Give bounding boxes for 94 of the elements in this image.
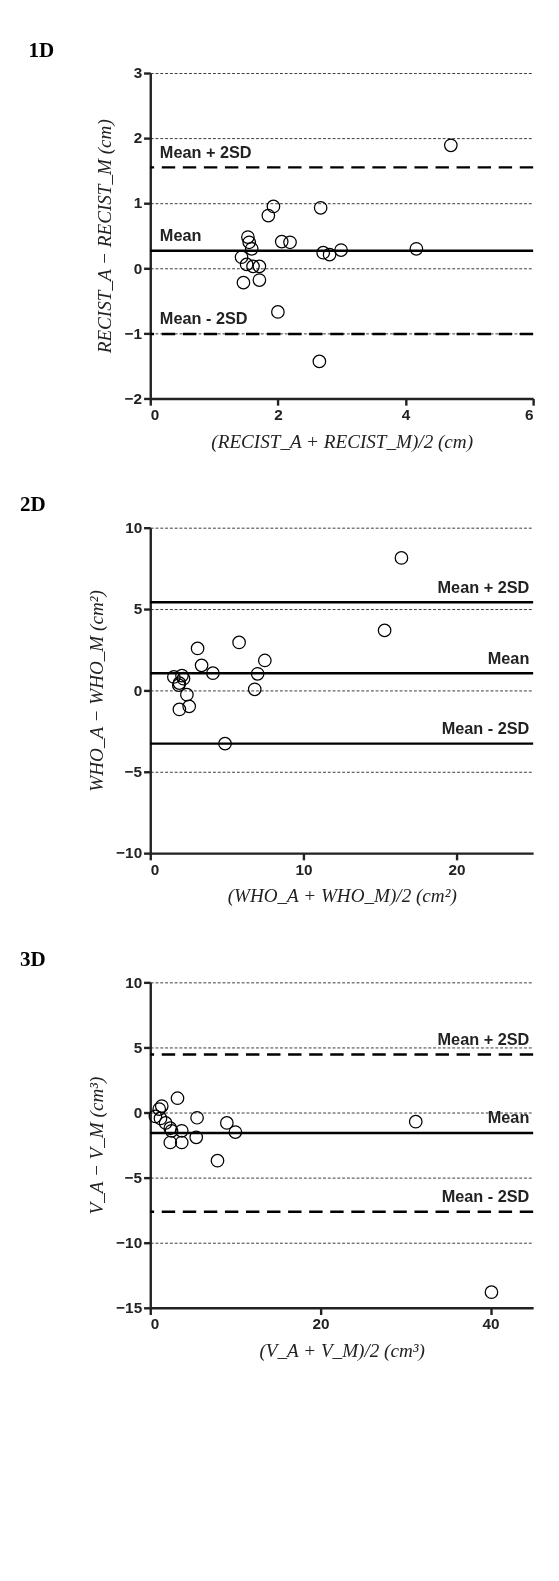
point — [443, 138, 458, 153]
x-tick-label: 4 — [401, 406, 411, 424]
point — [484, 1285, 499, 1300]
x-tick-label: 10 — [295, 860, 313, 878]
ref-line-label: Mean - 2SD — [441, 719, 530, 738]
point — [170, 1091, 185, 1106]
point — [234, 250, 249, 265]
point — [241, 230, 255, 244]
point — [174, 1123, 189, 1138]
point — [261, 208, 276, 223]
x-tick-label: 0 — [150, 406, 160, 424]
point — [283, 235, 297, 250]
y-tick-label: 0 — [133, 681, 143, 699]
x-axis-title: (RECIST_A + RECIST_M)/2 (cm) — [211, 430, 474, 453]
y-tick-label: 0 — [133, 259, 143, 277]
point — [182, 699, 197, 714]
point — [153, 1111, 168, 1126]
x-axis-title: (V_A + V_M)/2 (cm³) — [259, 1340, 425, 1363]
y-tick-label: 10 — [125, 973, 143, 991]
point — [409, 241, 424, 256]
point — [158, 1116, 173, 1130]
y-tick-label: −2 — [124, 389, 143, 407]
point — [257, 653, 272, 668]
point — [316, 245, 331, 260]
y-tick-label: 5 — [133, 600, 143, 618]
y-tick-label: 1 — [133, 194, 143, 212]
point — [252, 273, 267, 287]
chart-title: 1D — [28, 37, 55, 62]
point — [219, 1116, 234, 1130]
chart-title: 3D — [19, 947, 46, 972]
point — [190, 641, 205, 656]
y-tick-label: −10 — [116, 1233, 143, 1251]
point — [190, 1110, 204, 1125]
chart-title: 2D — [19, 492, 46, 517]
point — [189, 1130, 204, 1145]
point — [242, 235, 257, 250]
point — [232, 635, 246, 650]
point — [244, 241, 259, 256]
y-axis-title: WHO_A − WHO_M (cm²) — [85, 590, 108, 792]
point — [246, 259, 260, 274]
point — [266, 199, 281, 214]
ref-line-label: Mean + 2SD — [437, 1029, 530, 1048]
y-tick-label: −5 — [124, 1168, 143, 1186]
y-tick-label: −1 — [124, 324, 143, 342]
y-tick-label: −10 — [116, 844, 143, 862]
ref-line-label: Mean - 2SD — [441, 1187, 530, 1206]
point — [148, 1109, 163, 1124]
x-tick-label: 40 — [482, 1315, 500, 1333]
y-tick-label: 10 — [125, 518, 143, 536]
x-tick-label: 6 — [525, 406, 534, 424]
x-axis-title: (WHO_A + WHO_M)/2 (cm²) — [227, 885, 457, 908]
point — [239, 257, 254, 272]
point — [247, 682, 262, 697]
point — [250, 666, 265, 681]
y-tick-label: 3 — [133, 64, 143, 82]
y-tick-label: 2 — [133, 129, 143, 147]
point — [312, 354, 327, 369]
x-tick-label: 0 — [150, 1315, 160, 1333]
y-axis-title: V_A − V_M (cm³) — [85, 1076, 108, 1215]
y-tick-label: 5 — [133, 1038, 143, 1056]
point — [228, 1125, 243, 1139]
ref-line-label: Mean — [159, 226, 202, 245]
point — [377, 623, 392, 638]
ref-line-label: Mean — [487, 1108, 530, 1127]
point — [236, 275, 251, 290]
point — [313, 200, 328, 215]
x-tick-label: 0 — [150, 860, 160, 878]
point — [194, 658, 209, 673]
point — [218, 736, 232, 751]
ref-line-label: Mean + 2SD — [159, 142, 252, 161]
y-axis-title: RECIST_A − RECIST_M (cm) — [94, 119, 117, 355]
point — [252, 259, 267, 274]
point — [180, 687, 194, 702]
point — [210, 1153, 225, 1168]
point — [167, 670, 181, 684]
point — [322, 247, 337, 262]
x-tick-label: 20 — [448, 860, 466, 878]
x-tick-label: 2 — [274, 406, 283, 424]
ref-line-label: Mean — [487, 648, 530, 667]
point — [163, 1135, 178, 1150]
ref-line-label: Mean + 2SD — [437, 577, 530, 596]
point — [394, 551, 409, 565]
point — [408, 1114, 423, 1129]
point — [334, 243, 348, 257]
y-tick-label: −15 — [116, 1299, 143, 1317]
y-tick-label: −5 — [124, 763, 143, 781]
point — [172, 702, 187, 717]
y-tick-label: 0 — [133, 1103, 143, 1121]
point — [174, 1135, 189, 1150]
point — [274, 234, 289, 249]
x-tick-label: 20 — [312, 1315, 330, 1333]
ref-line-label: Mean - 2SD — [159, 309, 248, 328]
point — [271, 305, 285, 319]
point — [206, 666, 220, 681]
